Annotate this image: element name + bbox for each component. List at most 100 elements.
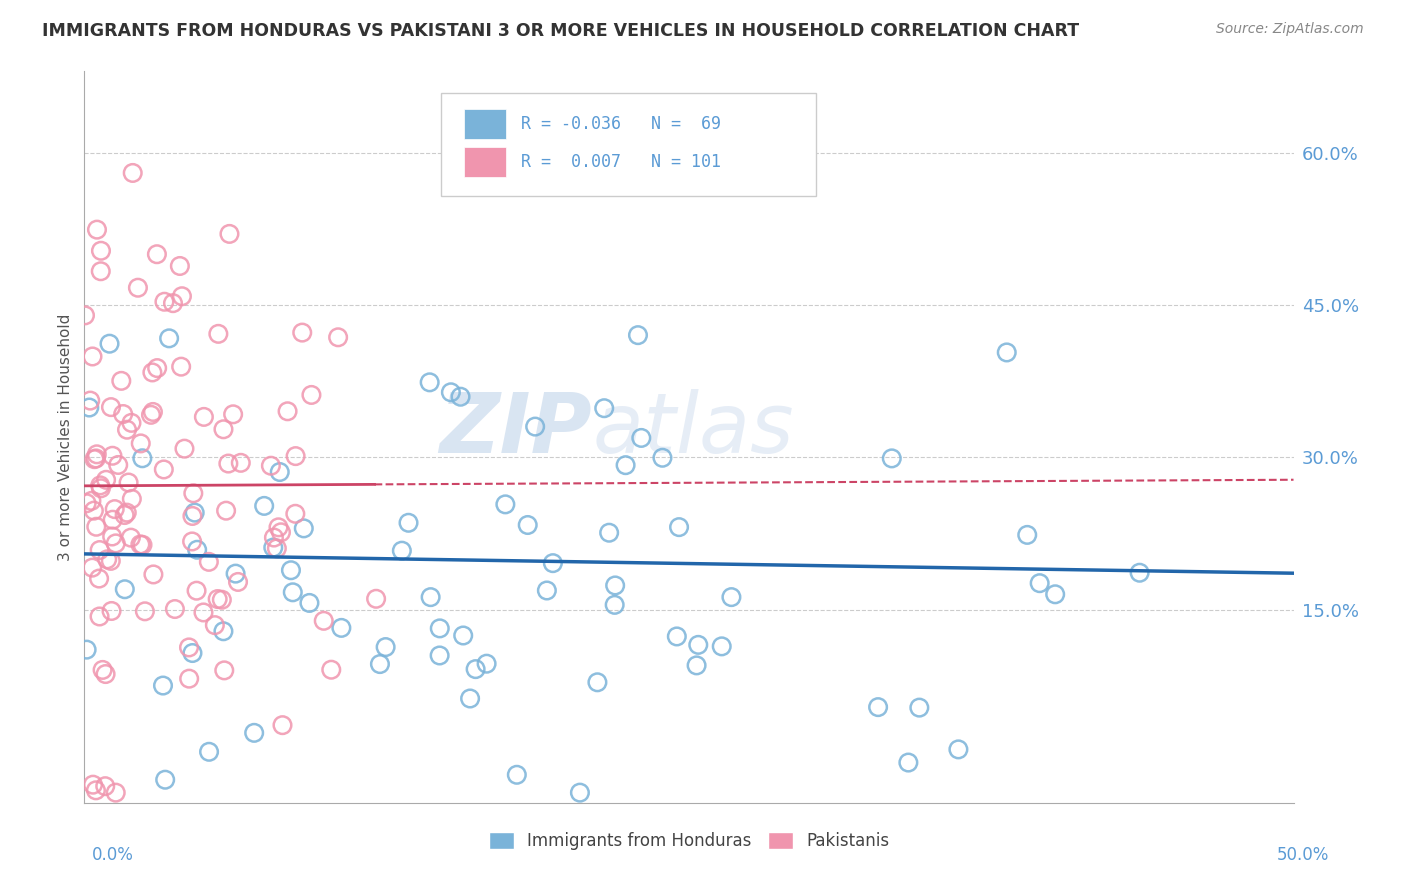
Point bbox=[90, 244, 112, 258]
Point bbox=[104, 502, 127, 516]
Point bbox=[506, 768, 529, 782]
Point bbox=[262, 541, 284, 555]
Point bbox=[1043, 587, 1066, 601]
Point bbox=[100, 604, 122, 618]
Point bbox=[121, 166, 143, 180]
Point bbox=[127, 281, 149, 295]
Point bbox=[225, 566, 247, 581]
Point bbox=[153, 294, 176, 309]
Point bbox=[114, 508, 136, 522]
Point bbox=[603, 598, 626, 612]
Point bbox=[153, 462, 176, 476]
Point bbox=[243, 726, 266, 740]
Point bbox=[222, 407, 245, 421]
Point bbox=[131, 538, 153, 552]
Point bbox=[153, 772, 176, 787]
Point bbox=[374, 640, 396, 654]
Point bbox=[73, 309, 96, 323]
Text: R =  0.007   N = 101: R = 0.007 N = 101 bbox=[520, 153, 721, 171]
Point bbox=[458, 691, 481, 706]
Point bbox=[87, 572, 110, 586]
Point bbox=[263, 531, 285, 545]
Point bbox=[79, 401, 101, 415]
Point bbox=[100, 554, 122, 568]
Bar bbox=[464, 109, 506, 139]
Point bbox=[117, 475, 139, 490]
Point bbox=[183, 506, 205, 520]
Point bbox=[98, 336, 121, 351]
Point bbox=[129, 436, 152, 450]
Point bbox=[440, 385, 463, 400]
Point bbox=[364, 591, 387, 606]
Point bbox=[429, 648, 451, 663]
Point bbox=[90, 264, 112, 278]
Point bbox=[720, 590, 742, 604]
Point bbox=[207, 326, 229, 341]
Point bbox=[284, 507, 307, 521]
Point bbox=[84, 783, 107, 797]
Point bbox=[80, 494, 103, 508]
Point bbox=[89, 543, 111, 558]
Point bbox=[868, 700, 890, 714]
Point bbox=[112, 407, 135, 421]
Point bbox=[908, 700, 931, 714]
Point bbox=[277, 404, 299, 418]
Point bbox=[292, 521, 315, 535]
Point bbox=[586, 675, 609, 690]
Point bbox=[120, 416, 142, 430]
Point bbox=[100, 400, 122, 414]
Point bbox=[685, 658, 707, 673]
Point bbox=[995, 345, 1018, 359]
Point bbox=[198, 555, 221, 569]
Point bbox=[368, 657, 391, 671]
Point bbox=[391, 543, 413, 558]
Y-axis label: 3 or more Vehicles in Household: 3 or more Vehicles in Household bbox=[58, 313, 73, 561]
Point bbox=[710, 640, 733, 654]
Point bbox=[157, 331, 180, 345]
Point bbox=[1129, 566, 1152, 580]
Point bbox=[668, 520, 690, 534]
Point bbox=[186, 583, 208, 598]
Point bbox=[321, 663, 343, 677]
Point bbox=[880, 451, 903, 466]
Point bbox=[91, 663, 114, 677]
Point bbox=[121, 491, 143, 506]
Point bbox=[193, 409, 215, 424]
Point bbox=[299, 388, 322, 402]
Point bbox=[76, 642, 98, 657]
Point bbox=[211, 592, 233, 607]
Point bbox=[627, 328, 650, 343]
Point bbox=[107, 458, 129, 472]
Point bbox=[494, 497, 516, 511]
Point bbox=[204, 618, 226, 632]
Point bbox=[83, 452, 105, 467]
Point bbox=[101, 529, 124, 543]
Point bbox=[84, 451, 107, 466]
Point bbox=[181, 534, 204, 549]
Point bbox=[89, 478, 111, 492]
Point bbox=[101, 449, 124, 463]
Point bbox=[181, 486, 204, 500]
Point bbox=[134, 604, 156, 618]
Legend: Immigrants from Honduras, Pakistanis: Immigrants from Honduras, Pakistanis bbox=[482, 825, 896, 856]
FancyBboxPatch shape bbox=[441, 94, 815, 195]
Point bbox=[217, 457, 239, 471]
Point bbox=[419, 590, 441, 604]
Point bbox=[541, 556, 564, 570]
Point bbox=[86, 222, 108, 236]
Point bbox=[193, 606, 215, 620]
Point bbox=[651, 450, 673, 465]
Point bbox=[897, 756, 920, 770]
Point bbox=[475, 657, 498, 671]
Point bbox=[198, 745, 221, 759]
Point bbox=[104, 536, 127, 550]
Point bbox=[170, 359, 193, 374]
Point bbox=[142, 567, 165, 582]
Point bbox=[181, 508, 204, 523]
Point bbox=[284, 449, 307, 463]
Point bbox=[605, 578, 627, 592]
Point bbox=[398, 516, 420, 530]
Point bbox=[181, 646, 204, 660]
Point bbox=[89, 609, 111, 624]
Point bbox=[79, 393, 101, 408]
